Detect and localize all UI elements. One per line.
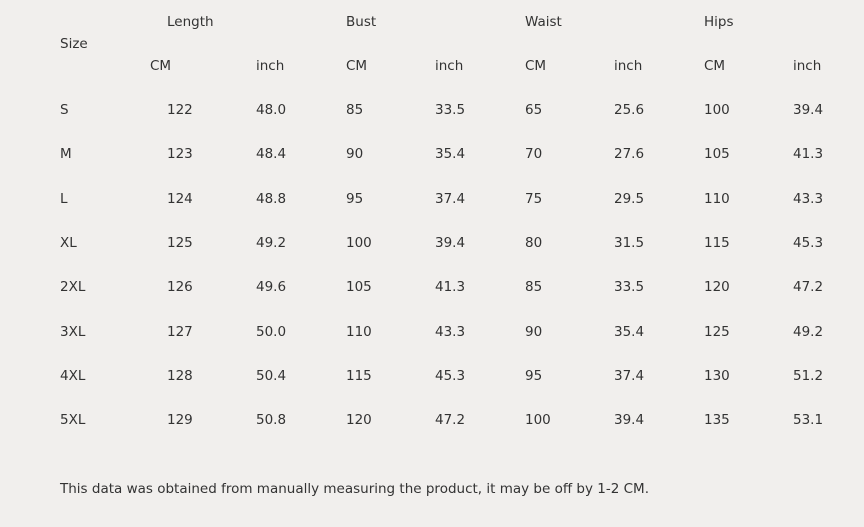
measure-cell: 39.4	[435, 234, 466, 251]
measure-cell: 29.5	[614, 190, 645, 207]
measure-cell: 70	[525, 146, 543, 163]
measure-cell: 53.1	[793, 412, 824, 429]
measure-cell: 37.4	[435, 190, 466, 207]
measure-cell: 35.4	[435, 146, 466, 163]
measure-cell: 27.6	[614, 146, 645, 163]
group-header: Length	[167, 14, 214, 30]
measure-cell: 50.4	[256, 367, 287, 384]
group-header: Waist	[525, 14, 562, 30]
measure-cell: 41.3	[435, 279, 466, 296]
measure-cell: 127	[167, 323, 193, 340]
measure-cell: 43.3	[793, 190, 824, 207]
measure-cell: 43.3	[435, 323, 466, 340]
measure-cell: 90	[525, 323, 543, 340]
measure-cell: 48.8	[256, 190, 287, 207]
measure-cell: 37.4	[614, 367, 645, 384]
measure-cell: 90	[346, 146, 364, 163]
measure-cell: 48.4	[256, 146, 287, 163]
measure-cell: 124	[167, 190, 193, 207]
size-cell: M	[60, 146, 72, 163]
measure-cell: 47.2	[793, 279, 824, 296]
measure-cell: 75	[525, 190, 543, 207]
measure-cell: 39.4	[793, 102, 824, 118]
measure-cell: 110	[346, 323, 372, 340]
measure-cell: 100	[704, 102, 730, 118]
size-cell: XL	[60, 234, 77, 251]
unit-header: inch	[256, 58, 285, 74]
measure-cell: 85	[525, 279, 543, 296]
measure-cell: 115	[346, 367, 372, 384]
size-cell: 4XL	[60, 367, 86, 384]
size-cell: L	[60, 190, 68, 207]
measure-cell: 80	[525, 234, 543, 251]
measure-cell: 39.4	[614, 412, 645, 429]
unit-header: CM	[525, 58, 547, 74]
group-header: Hips	[704, 14, 734, 30]
measure-cell: 45.3	[435, 367, 466, 384]
measure-cell: 45.3	[793, 234, 824, 251]
measure-cell: 41.3	[793, 146, 824, 163]
unit-header: inch	[793, 58, 822, 74]
size-cell: S	[60, 102, 69, 118]
measure-cell: 105	[346, 279, 372, 296]
measure-cell: 25.6	[614, 102, 645, 118]
size-cell: 3XL	[60, 323, 86, 340]
measure-cell: 100	[525, 412, 551, 429]
measure-cell: 105	[704, 146, 730, 163]
measure-cell: 35.4	[614, 323, 645, 340]
measure-cell: 49.2	[793, 323, 824, 340]
measure-cell: 50.0	[256, 323, 287, 340]
measure-cell: 49.6	[256, 279, 287, 296]
group-header: Bust	[346, 14, 377, 30]
measure-cell: 130	[704, 367, 730, 384]
measure-cell: 31.5	[614, 234, 645, 251]
unit-header: CM	[150, 58, 172, 74]
measure-cell: 128	[167, 367, 193, 384]
size-cell: 2XL	[60, 279, 86, 296]
measure-cell: 120	[346, 412, 372, 429]
measure-cell: 49.2	[256, 234, 287, 251]
measure-cell: 50.8	[256, 412, 287, 429]
measure-cell: 65	[525, 102, 543, 118]
measure-cell: 95	[525, 367, 543, 384]
measure-cell: 48.0	[256, 102, 287, 118]
unit-header: inch	[614, 58, 643, 74]
measure-cell: 123	[167, 146, 193, 163]
measure-cell: 33.5	[614, 279, 645, 296]
measure-cell: 125	[704, 323, 730, 340]
unit-header: CM	[704, 58, 726, 74]
size-cell: 5XL	[60, 412, 86, 429]
measure-cell: 135	[704, 412, 730, 429]
measure-cell: 122	[167, 102, 193, 118]
unit-header: CM	[346, 58, 368, 74]
measure-cell: 100	[346, 234, 372, 251]
measure-cell: 115	[704, 234, 730, 251]
measure-cell: 51.2	[793, 367, 824, 384]
footnote: This data was obtained from manually mea…	[60, 481, 649, 497]
measure-cell: 33.5	[435, 102, 466, 118]
measure-cell: 110	[704, 190, 730, 207]
measure-cell: 129	[167, 412, 193, 429]
size-header: Size	[60, 36, 88, 52]
measure-cell: 47.2	[435, 412, 466, 429]
measure-cell: 120	[704, 279, 730, 296]
measure-cell: 85	[346, 102, 364, 118]
measure-cell: 126	[167, 279, 193, 296]
measure-cell: 125	[167, 234, 193, 251]
unit-header: inch	[435, 58, 464, 74]
measure-cell: 95	[346, 190, 364, 207]
